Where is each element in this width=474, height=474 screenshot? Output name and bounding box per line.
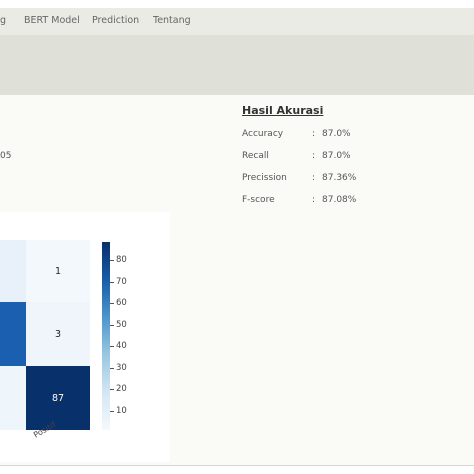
metric-value-precision: 87.36% bbox=[322, 173, 357, 183]
colorbar-label-60: 60 bbox=[116, 298, 127, 308]
nav-item-bert-model[interactable]: BERT Model bbox=[24, 15, 80, 26]
colorbar bbox=[102, 242, 110, 430]
colorbar-tick bbox=[110, 260, 114, 261]
colorbar-label-10: 10 bbox=[116, 406, 127, 416]
header-banner bbox=[0, 35, 474, 95]
colorbar-label-50: 50 bbox=[116, 320, 127, 330]
partial-text: 05 bbox=[0, 151, 12, 161]
nav-item-partial[interactable]: g bbox=[0, 15, 7, 26]
colorbar-tick bbox=[110, 282, 114, 283]
colorbar-label-40: 40 bbox=[116, 341, 127, 351]
nav-item-prediction[interactable]: Prediction bbox=[92, 15, 140, 26]
heatmap-cell-r1-c1: 3 bbox=[26, 302, 90, 366]
colorbar-label-30: 30 bbox=[116, 363, 127, 373]
metric-colon: : bbox=[312, 195, 316, 205]
metric-value-accuracy: 87.0% bbox=[322, 129, 351, 139]
metric-value-fscore: 87.08% bbox=[322, 195, 357, 205]
metric-colon: : bbox=[312, 129, 316, 139]
heatmap-cell-r2-c0 bbox=[0, 366, 26, 430]
colorbar-label-20: 20 bbox=[116, 384, 127, 394]
colorbar-tick bbox=[110, 346, 114, 347]
colorbar-tick bbox=[110, 368, 114, 369]
metric-label-precision: Precission bbox=[242, 173, 287, 183]
metric-label-accuracy: Accuracy bbox=[242, 129, 284, 139]
metric-label-fscore: F-score bbox=[242, 195, 275, 205]
colorbar-tick bbox=[110, 303, 114, 304]
colorbar-label-70: 70 bbox=[116, 277, 127, 287]
heatmap-cell-r0-c1: 1 bbox=[26, 240, 90, 302]
colorbar-tick bbox=[110, 411, 114, 412]
nav-item-tentang[interactable]: Tentang bbox=[153, 15, 191, 26]
heatmap-cell-r2-c1: 87 bbox=[26, 366, 90, 430]
metric-colon: : bbox=[312, 151, 316, 161]
heatmap-cell-r0-c0 bbox=[0, 240, 26, 302]
heatmap-cell-r1-c0 bbox=[0, 302, 26, 366]
colorbar-tick bbox=[110, 325, 114, 326]
colorbar-label-80: 80 bbox=[116, 255, 127, 265]
metric-colon: : bbox=[312, 173, 316, 183]
footer-divider bbox=[0, 465, 474, 466]
top-navbar: g BERT Model Prediction Tentang bbox=[0, 8, 474, 35]
results-title: Hasil Akurasi bbox=[242, 104, 324, 117]
metric-value-recall: 87.0% bbox=[322, 151, 351, 161]
colorbar-tick bbox=[110, 389, 114, 390]
metric-label-recall: Recall bbox=[242, 151, 269, 161]
